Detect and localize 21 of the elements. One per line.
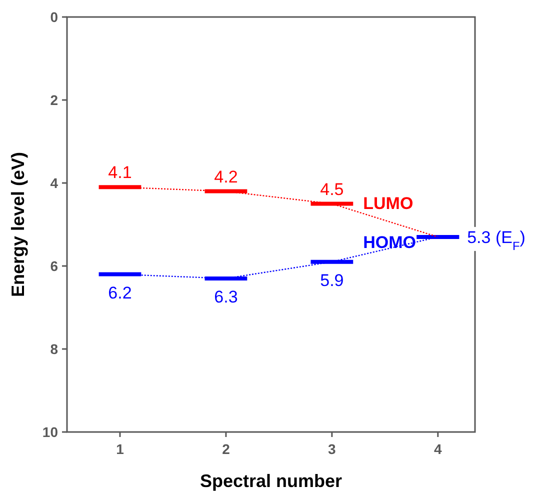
data-label: 5.9 <box>320 270 344 290</box>
legend-label: HOMO <box>363 232 416 252</box>
y-tick-label: 6 <box>50 258 58 274</box>
x-tick-label: 3 <box>328 441 336 457</box>
y-tick-label: 8 <box>50 340 58 357</box>
data-label: 4.5 <box>320 180 344 199</box>
data-label: 4.2 <box>214 167 238 186</box>
data-label: 5.3 (E$_{F}$) <box>467 228 526 253</box>
data-label: 6.2 <box>108 283 132 302</box>
data-label: 6.3 <box>214 287 238 306</box>
x-tick-label: 2 <box>222 441 230 457</box>
y-tick-label: 2 <box>50 92 58 108</box>
data-label: 4.1 <box>108 163 132 182</box>
series-label: LUMO <box>363 194 414 213</box>
x-tick-label: 4 <box>434 441 442 457</box>
y-tick-label: 4 <box>50 174 58 191</box>
x-axis-title: Spectral number <box>200 471 342 491</box>
y-tick-label: 10 <box>42 424 58 440</box>
x-tick-label: 1 <box>116 441 124 457</box>
y-tick-label: 0 <box>50 8 58 25</box>
y-axis-title: Energy level (eV) <box>8 152 28 298</box>
